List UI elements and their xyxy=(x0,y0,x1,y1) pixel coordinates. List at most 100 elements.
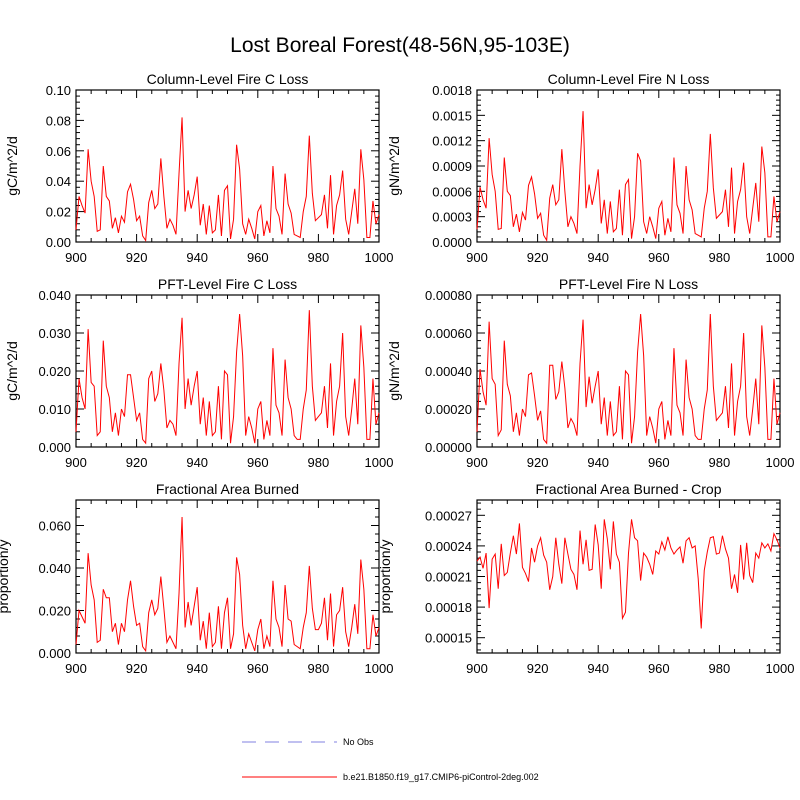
y-tick-label: 0.00018 xyxy=(425,600,472,615)
x-tick-label: 940 xyxy=(186,250,208,265)
y-tick-label: 0.0006 xyxy=(432,184,472,199)
x-tick-label: 1000 xyxy=(365,250,394,265)
y-tick-label: 0.00021 xyxy=(425,570,472,585)
series-line-1 xyxy=(75,117,380,242)
y-axis-label: gN/m^2/d xyxy=(386,136,402,195)
y-tick-label: 0.020 xyxy=(38,364,71,379)
x-tick-label: 940 xyxy=(587,250,609,265)
x-tick-label: 1000 xyxy=(766,455,795,470)
y-tick-label: 0.10 xyxy=(46,83,71,98)
y-tick-label: 0.02 xyxy=(46,205,71,220)
chart-panel-5: Fractional Area Burned proportion/y 900 920… xyxy=(0,481,393,676)
x-tick-label: 920 xyxy=(126,250,148,265)
panel-title: Fractional Area Burned xyxy=(156,481,299,497)
x-tick-label: 960 xyxy=(648,661,670,676)
x-tick-label: 1000 xyxy=(766,661,795,676)
plot-frame xyxy=(476,89,781,243)
chart-panel-6: Fractional Area Burned - Crop proportion/… xyxy=(377,481,794,676)
x-tick-label: 940 xyxy=(587,661,609,676)
legend-obs-label: No Obs xyxy=(343,737,374,747)
x-tick-label: 960 xyxy=(648,250,670,265)
x-tick-label: 900 xyxy=(466,661,488,676)
series-line-1 xyxy=(75,516,380,653)
y-tick-label: 0.08 xyxy=(46,113,71,128)
y-axis-label: gN/m^2/d xyxy=(386,341,402,400)
y-tick-label: 0.040 xyxy=(38,561,71,576)
y-tick-label: 0.00 xyxy=(46,235,71,250)
x-tick-label: 920 xyxy=(527,250,549,265)
chart-panels: Column-Level Fire C Loss gC/m^2/d 900 920 94… xyxy=(0,71,794,676)
y-tick-label: 0.000 xyxy=(38,646,71,661)
legend: No Obs b.e21.B1850.f19_g17.CMIP6-piContr… xyxy=(242,737,539,782)
y-axis-label: proportion/y xyxy=(377,540,393,614)
x-tick-label: 980 xyxy=(709,661,731,676)
y-tick-label: 0.0015 xyxy=(432,108,472,123)
series-line-1 xyxy=(75,310,380,445)
x-tick-label: 1000 xyxy=(365,661,394,676)
x-tick-label: 1000 xyxy=(766,250,795,265)
y-tick-label: 0.030 xyxy=(38,326,71,341)
x-tick-label: 920 xyxy=(126,661,148,676)
x-tick-label: 940 xyxy=(587,455,609,470)
x-tick-label: 960 xyxy=(247,661,269,676)
x-tick-label: 940 xyxy=(186,455,208,470)
x-tick-label: 940 xyxy=(186,661,208,676)
plot-frame xyxy=(75,499,380,654)
chart-panel-3: PFT-Level Fire C Loss gC/m^2/d 900 920 940 96… xyxy=(4,276,393,470)
chart-panel-4: PFT-Level Fire N Loss gN/m^2/d 900 920 940 96… xyxy=(386,276,794,470)
y-tick-label: 0.000 xyxy=(38,440,71,455)
y-tick-label: 0.0000 xyxy=(432,235,472,250)
legend-model-label: b.e21.B1850.f19_g17.CMIP6-piControl-2deg… xyxy=(343,772,539,782)
y-axis-label: gC/m^2/d xyxy=(4,136,20,195)
y-tick-label: 0.0003 xyxy=(432,210,472,225)
y-tick-label: 0.060 xyxy=(38,519,71,534)
x-tick-label: 900 xyxy=(65,455,87,470)
x-tick-label: 920 xyxy=(126,455,148,470)
y-tick-label: 0.00024 xyxy=(425,539,472,554)
y-tick-label: 0.00060 xyxy=(425,326,472,341)
x-tick-label: 980 xyxy=(308,661,330,676)
y-tick-label: 0.00000 xyxy=(425,440,472,455)
panel-title: Fractional Area Burned - Crop xyxy=(536,481,722,497)
x-tick-label: 1000 xyxy=(365,455,394,470)
series-line-1 xyxy=(476,313,781,445)
y-tick-label: 0.0009 xyxy=(432,159,472,174)
x-tick-label: 980 xyxy=(709,455,731,470)
y-tick-label: 0.00027 xyxy=(425,508,472,523)
panel-title: PFT-Level Fire N Loss xyxy=(559,276,698,292)
y-tick-label: 0.040 xyxy=(38,288,71,303)
x-tick-label: 980 xyxy=(709,250,731,265)
x-tick-label: 900 xyxy=(466,455,488,470)
y-tick-label: 0.00020 xyxy=(425,402,472,417)
panel-title: Column-Level Fire C Loss xyxy=(147,71,309,87)
figure-title: Lost Boreal Forest(48-56N,95-103E) xyxy=(230,34,570,57)
y-tick-label: 0.00040 xyxy=(425,364,472,379)
y-tick-label: 0.0018 xyxy=(432,83,472,98)
y-tick-label: 0.020 xyxy=(38,604,71,619)
panel-title: Column-Level Fire N Loss xyxy=(548,71,710,87)
y-tick-label: 0.010 xyxy=(38,402,71,417)
x-tick-label: 960 xyxy=(247,455,269,470)
y-tick-label: 0.06 xyxy=(46,144,71,159)
chart-panel-2: Column-Level Fire N Loss gN/m^2/d 900 920 94… xyxy=(386,71,794,265)
panel-title: PFT-Level Fire C Loss xyxy=(158,276,297,292)
y-axis-label: gC/m^2/d xyxy=(4,341,20,400)
chart-panel-1: Column-Level Fire C Loss gC/m^2/d 900 920 94… xyxy=(4,71,393,265)
x-tick-label: 960 xyxy=(648,455,670,470)
y-axis-label: proportion/y xyxy=(0,540,11,614)
y-tick-label: 0.0012 xyxy=(432,134,472,149)
x-tick-label: 900 xyxy=(65,661,87,676)
x-tick-label: 980 xyxy=(308,455,330,470)
x-tick-label: 920 xyxy=(527,661,549,676)
y-tick-label: 0.00015 xyxy=(425,631,472,646)
x-tick-label: 900 xyxy=(65,250,87,265)
x-tick-label: 920 xyxy=(527,455,549,470)
y-tick-label: 0.04 xyxy=(46,174,71,189)
x-tick-label: 980 xyxy=(308,250,330,265)
series-line-1 xyxy=(476,111,781,242)
x-tick-label: 900 xyxy=(466,250,488,265)
plot-frame xyxy=(75,89,380,243)
series-line-1 xyxy=(476,519,781,629)
y-tick-label: 0.00080 xyxy=(425,288,472,303)
